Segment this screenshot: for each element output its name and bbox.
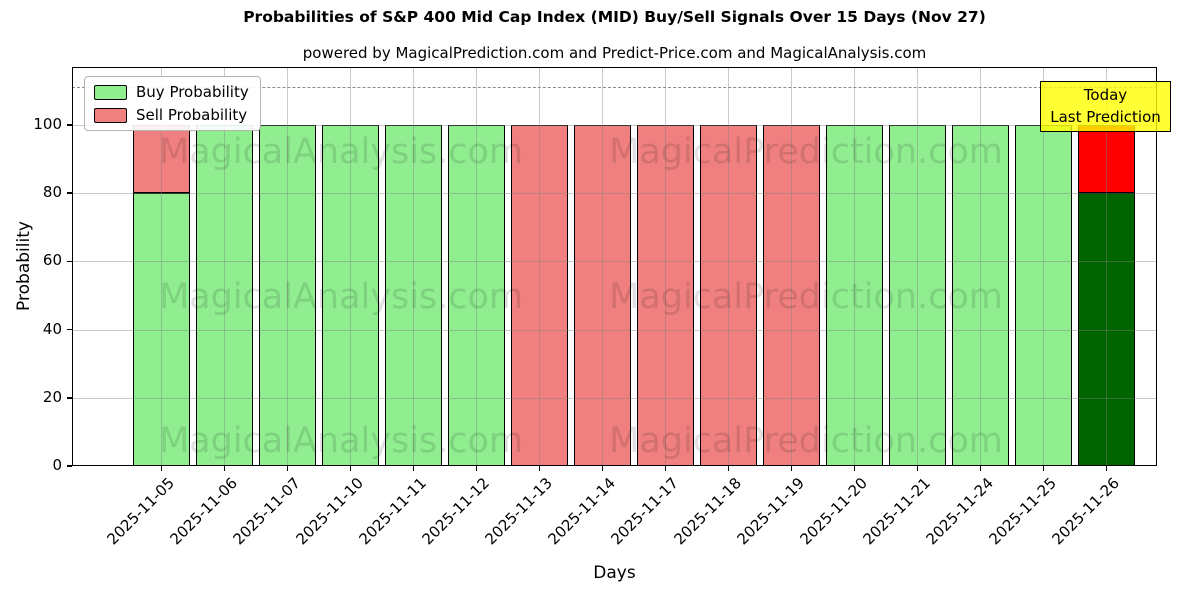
y-tick-mark [67,260,72,263]
y-tick-mark [67,328,72,331]
x-tick-mark [160,466,163,471]
sell-bar-segment [637,125,694,466]
legend-item-buy: Buy Probability [94,83,249,101]
y-tick-label: 0 [52,456,62,474]
sell-bar-segment [763,125,820,466]
x-tick-label: 2025-11-25 [985,474,1061,549]
vertical-gridline [287,67,288,466]
x-tick-label: 2025-11-05 [103,474,179,549]
y-tick-mark [67,465,72,467]
x-tick-label: 2025-11-24 [922,474,998,549]
buy-bar-segment [1015,125,1072,466]
horizontal-gridline [72,125,1157,126]
x-tick-mark [349,466,352,471]
x-tick-mark [601,466,604,471]
legend: Buy Probability Sell Probability [84,76,261,131]
x-tick-label: 2025-11-06 [166,474,242,549]
x-tick-label: 2025-11-26 [1048,474,1124,549]
x-tick-mark [538,466,541,471]
x-tick-mark [223,466,226,471]
x-tick-mark [664,466,667,471]
vertical-gridline [350,67,351,466]
vertical-gridline [413,67,414,466]
vertical-gridline [728,67,729,466]
horizontal-gridline [72,329,1157,331]
buy-bar-segment [322,125,379,466]
sell-bar-segment [700,125,757,466]
plot-area [72,67,1157,466]
x-tick-mark [727,466,730,471]
y-tick-label: 40 [42,319,62,338]
horizontal-gridline [72,261,1157,263]
buy-bar-segment [1078,193,1135,466]
vertical-gridline [980,67,981,466]
vertical-gridline [224,67,225,466]
x-tick-label: 2025-11-13 [481,474,557,549]
vertical-gridline [539,67,540,466]
annotation-line-2: Last Prediction [1050,107,1161,126]
x-tick-label: 2025-11-10 [292,474,368,549]
y-tick-label: 20 [42,387,62,406]
x-tick-label: 2025-11-18 [670,474,746,549]
today-annotation-box: Today Last Prediction [1040,81,1171,132]
vertical-gridline [791,67,792,466]
buy-color-swatch [94,84,127,100]
buy-bar-segment [133,193,190,466]
vertical-gridline [854,67,855,466]
dashed-threshold-line [72,87,1157,89]
x-tick-label: 2025-11-21 [859,474,935,549]
x-tick-mark [979,466,982,471]
x-tick-label: 2025-11-17 [607,474,683,549]
x-tick-mark [1042,466,1045,471]
x-axis-label: Days [593,563,636,583]
vertical-gridline [665,67,666,466]
x-tick-mark [286,466,289,471]
x-tick-label: 2025-11-19 [733,474,809,549]
buy-bar-segment [826,125,883,466]
sell-color-swatch [94,107,127,123]
buy-bar-segment [889,125,946,466]
y-tick-mark [67,124,72,126]
sell-bar-segment [1078,125,1135,194]
chart-subtitle: powered by MagicalPrediction.com and Pre… [302,44,927,62]
buy-bar-segment [196,125,253,466]
buy-bar-segment [448,125,505,466]
y-tick-label: 80 [42,183,62,202]
vertical-gridline [161,67,162,466]
x-tick-label: 2025-11-20 [796,474,872,549]
x-tick-mark [916,466,919,471]
y-tick-mark [67,397,72,399]
vertical-gridline [1106,67,1107,466]
chart-title: Probabilities of S&P 400 Mid Cap Index (… [243,8,986,26]
x-tick-mark [1105,466,1108,471]
y-tick-label: 100 [33,115,62,133]
sell-bar-segment [511,125,568,466]
y-tick-mark [67,192,72,194]
x-tick-label: 2025-11-11 [355,474,431,549]
legend-label-buy: Buy Probability [136,83,249,101]
vertical-gridline [602,67,603,466]
legend-label-sell: Sell Probability [136,106,248,124]
x-tick-mark [412,466,415,471]
sell-bar-segment [574,125,631,466]
buy-bar-segment [259,125,316,466]
x-tick-label: 2025-11-14 [544,474,620,549]
horizontal-gridline [72,193,1157,195]
x-tick-mark [790,466,793,471]
annotation-line-1: Today [1083,85,1128,104]
horizontal-gridline [72,397,1157,399]
x-tick-mark [853,466,856,471]
buy-bar-segment [385,125,442,466]
vertical-gridline [1043,67,1044,466]
buy-bar-segment [952,125,1009,466]
y-tick-label: 60 [42,251,62,270]
sell-bar-segment [133,125,190,194]
vertical-gridline [476,67,477,466]
legend-item-sell: Sell Probability [94,106,249,124]
x-tick-label: 2025-11-07 [229,474,305,549]
vertical-gridline [917,67,918,466]
x-tick-mark [475,466,478,471]
x-tick-label: 2025-11-12 [418,474,494,549]
